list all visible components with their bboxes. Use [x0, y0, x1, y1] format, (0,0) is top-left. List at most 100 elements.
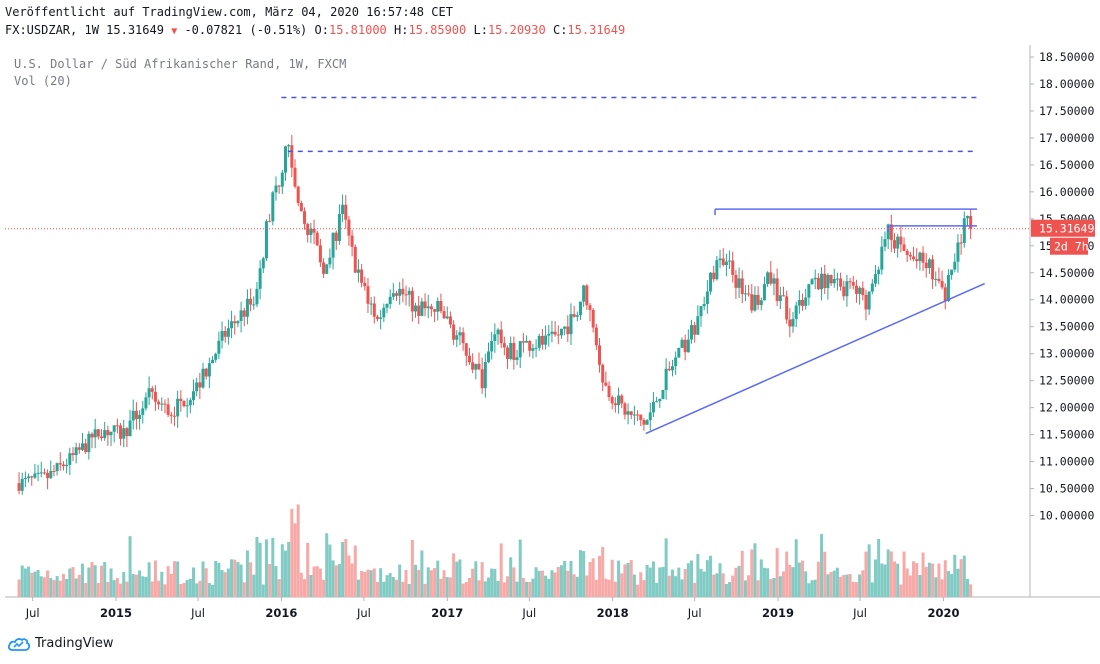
- x-tick-label: 2016: [265, 606, 297, 620]
- volume-bar: [540, 570, 544, 597]
- volume-bar: [626, 562, 630, 597]
- y-tick-label: 17.00000: [1039, 131, 1094, 145]
- candle-body: [893, 240, 897, 249]
- volume-bar: [778, 576, 782, 597]
- candle-body: [636, 414, 640, 416]
- candle-body: [347, 219, 351, 236]
- y-tick-label: 18.00000: [1039, 77, 1094, 91]
- volume-bar: [325, 533, 329, 597]
- candle-body: [569, 314, 573, 335]
- volume-bar: [52, 579, 56, 597]
- candle-body: [71, 453, 75, 456]
- volume-bar: [255, 536, 259, 597]
- y-tick-label: 13.50000: [1039, 320, 1094, 334]
- volume-bars: [17, 504, 973, 597]
- tradingview-logo[interactable]: TradingView: [8, 636, 114, 651]
- candle-body: [417, 305, 421, 316]
- volume-bar: [848, 574, 852, 597]
- candle-body: [880, 246, 884, 270]
- volume-bar: [71, 567, 75, 597]
- volume-bar: [556, 567, 560, 597]
- volume-bar: [604, 578, 608, 597]
- candle-body: [49, 470, 53, 479]
- low-label: L:: [473, 23, 488, 37]
- candle-body: [106, 430, 110, 436]
- candle-body: [826, 275, 830, 289]
- volume-bar: [962, 555, 966, 597]
- y-tick-label: 10.00000: [1039, 509, 1094, 523]
- price-axis[interactable]: 18.50000 18.00000 17.50000 17.00000 16.50000…: [1030, 50, 1095, 523]
- volume-bar: [353, 545, 357, 597]
- candle-body: [404, 294, 408, 296]
- candle-body: [626, 411, 630, 415]
- candle-body: [959, 242, 963, 244]
- volume-bar: [100, 565, 104, 597]
- candle-body: [661, 389, 665, 399]
- candle-body: [245, 298, 249, 317]
- brand-name: TradingView: [35, 636, 114, 651]
- candle-body: [242, 310, 246, 317]
- volume-bar: [594, 579, 598, 597]
- candle-body: [27, 476, 31, 478]
- candle-body: [55, 463, 59, 472]
- candle-body: [540, 335, 544, 345]
- candle-body: [728, 260, 732, 262]
- y-tick-label: 11.50000: [1039, 428, 1094, 442]
- candle-body: [956, 242, 960, 262]
- volume-bar: [709, 555, 713, 597]
- candle-body: [261, 258, 265, 269]
- volume-bar: [315, 566, 319, 597]
- volume-bar: [147, 562, 151, 597]
- volume-bar: [331, 560, 335, 597]
- volume-bar: [328, 544, 332, 597]
- candle-body: [762, 284, 766, 301]
- volume-bar: [854, 582, 858, 597]
- candle-body: [864, 294, 868, 310]
- volume-bar: [826, 574, 830, 597]
- volume-bar: [341, 542, 345, 597]
- volume-bar: [658, 567, 662, 597]
- candle-body: [858, 287, 862, 294]
- volume-bar: [233, 559, 237, 597]
- candle-body: [848, 281, 852, 283]
- volume-bar: [661, 567, 665, 597]
- x-tick-label: Jul: [521, 606, 536, 620]
- time-axis[interactable]: Jul 2015 Jul 2016 Jul 2017 Jul 2018 Jul 2019 Jul 20…: [25, 597, 960, 620]
- candle-body: [239, 310, 243, 322]
- candle-body: [778, 295, 782, 302]
- volume-bar: [242, 582, 246, 597]
- change-value: -0.07821 (-0.51%): [184, 23, 308, 37]
- volume-bar: [429, 570, 433, 597]
- candle-body: [709, 272, 713, 292]
- candle-body: [769, 272, 773, 284]
- candle-body: [721, 258, 725, 266]
- candle-body: [122, 428, 126, 439]
- volume-bar: [401, 581, 405, 597]
- volume-bar: [49, 577, 53, 597]
- down-arrow-icon: ▼: [171, 26, 178, 37]
- candle-body: [544, 335, 548, 345]
- volume-bar: [918, 574, 922, 597]
- volume-bar: [629, 560, 633, 597]
- chart-frame: [5, 45, 1100, 598]
- volume-bar: [486, 577, 490, 597]
- candle-body: [804, 297, 808, 306]
- volume-bar: [30, 572, 34, 597]
- volume-bar: [379, 568, 383, 597]
- volume-bar: [90, 562, 94, 597]
- volume-bar: [299, 572, 303, 597]
- candle-body: [921, 252, 925, 263]
- y-tick-label: 11.00000: [1039, 455, 1094, 469]
- volume-bar: [395, 579, 399, 597]
- volume-bar: [388, 573, 392, 597]
- volume-bar: [578, 550, 582, 597]
- candle-body: [629, 411, 633, 415]
- candle-body: [591, 309, 595, 328]
- volume-bar: [420, 550, 424, 597]
- candle-body: [283, 146, 287, 173]
- volume-bar: [344, 539, 348, 597]
- volume-bar: [271, 537, 275, 597]
- volume-bar: [544, 575, 548, 597]
- y-tick-label: 12.00000: [1039, 401, 1094, 415]
